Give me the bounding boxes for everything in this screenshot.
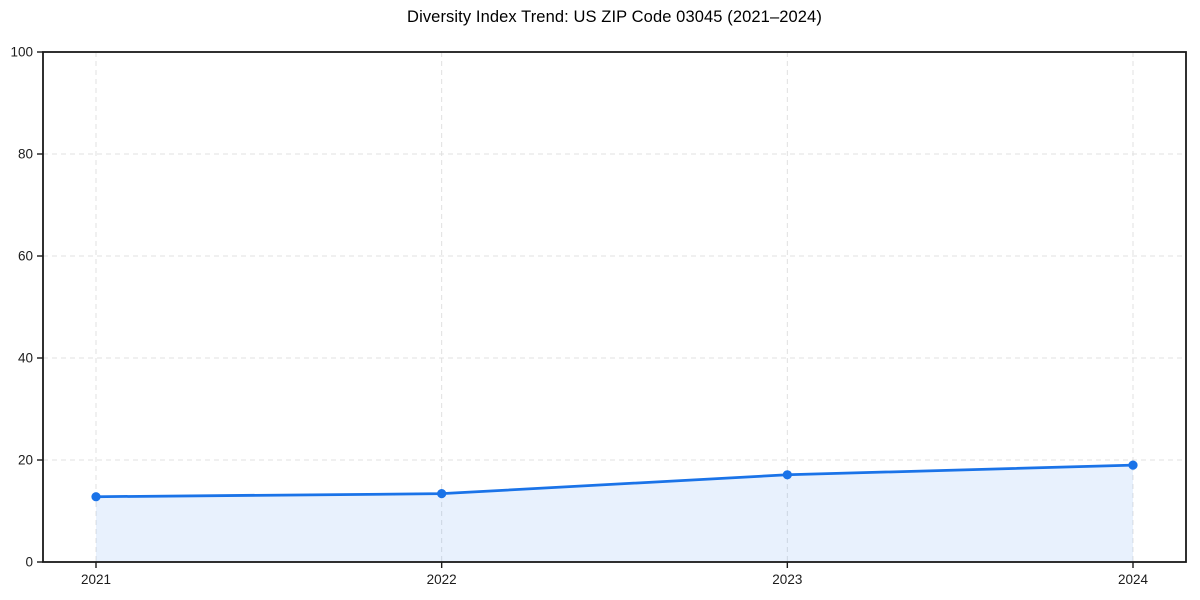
x-axis-tick-label: 2022 [427, 572, 457, 587]
x-axis-tick-label: 2021 [81, 572, 111, 587]
x-axis-tick-label: 2024 [1118, 572, 1149, 587]
plot-border [42, 51, 1187, 563]
y-axis-tick-label: 100 [10, 45, 33, 60]
data-point-marker [91, 492, 101, 502]
data-point-marker [1128, 460, 1138, 470]
y-axis-tick-label: 60 [18, 249, 33, 264]
y-axis-tick-label: 20 [18, 453, 33, 468]
series-area-fill [96, 465, 1133, 562]
y-axis-tick-label: 80 [18, 147, 33, 162]
chart-title: Diversity Index Trend: US ZIP Code 03045… [407, 8, 822, 26]
data-point-marker [782, 470, 792, 480]
series-line [94, 463, 1135, 499]
y-axis-tick-label: 0 [25, 555, 33, 570]
gridlines [43, 52, 1186, 562]
x-axis-tick-label: 2023 [772, 572, 802, 587]
y-axis-tick-label: 40 [18, 351, 33, 366]
data-point-marker [437, 489, 447, 499]
tick-marks [37, 51, 1134, 568]
